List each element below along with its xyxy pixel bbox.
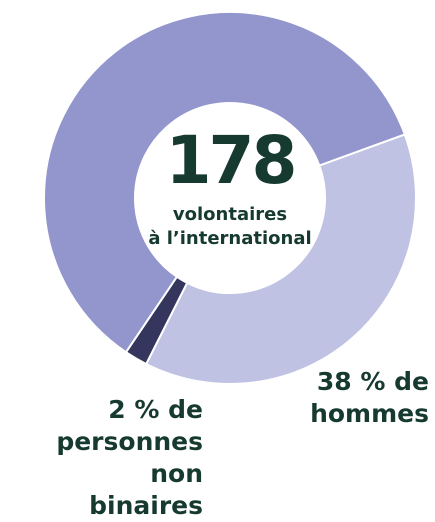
chart (43, 11, 417, 385)
donut-segment (43, 11, 407, 354)
page: 178 volontaires à l’international 38 % d… (43, 11, 429, 520)
center-value: 178 (165, 122, 298, 199)
center-label: volontaires à l’international (148, 204, 312, 249)
data-label: 38 % de hommes (310, 367, 429, 428)
data-label: 2 % de personnes non binaires (56, 395, 203, 520)
donut-segment (144, 133, 417, 385)
